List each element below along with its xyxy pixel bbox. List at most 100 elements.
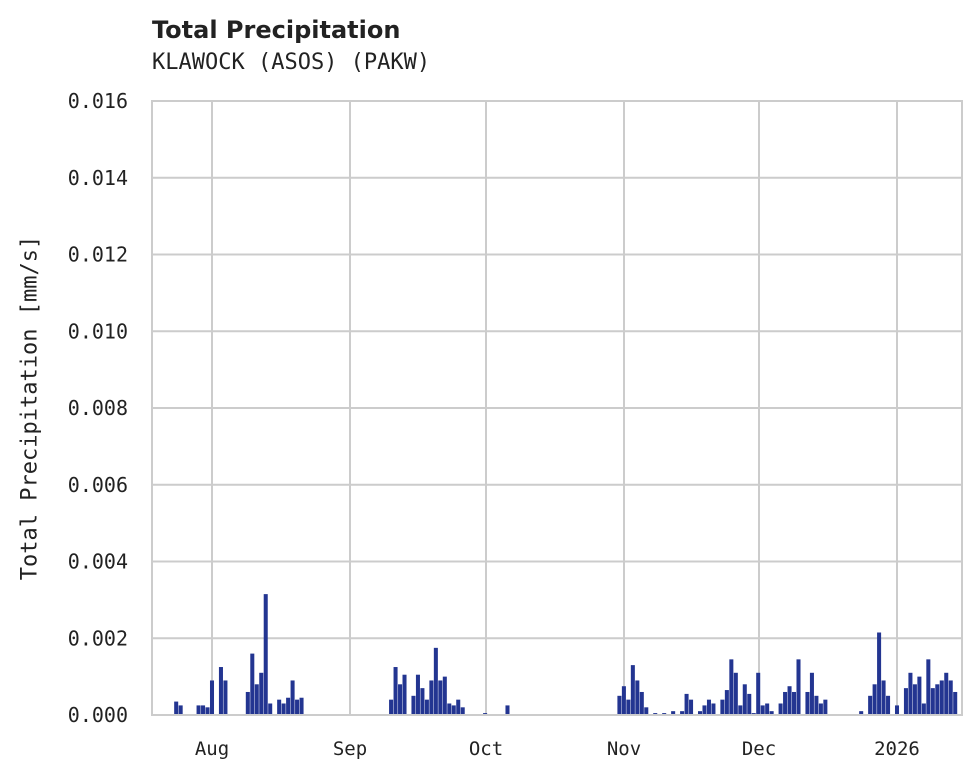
precip-bar (809, 672, 814, 715)
precip-bar (201, 705, 206, 715)
precip-bar (765, 703, 770, 715)
precip-bar (859, 711, 864, 715)
precip-bar (438, 680, 443, 715)
precip-bar (814, 695, 819, 715)
precip-bar (702, 705, 707, 715)
precip-bar (389, 699, 394, 715)
precip-bar (630, 665, 635, 715)
precip-bar (680, 711, 685, 715)
grid-lines (152, 100, 962, 716)
precip-bar (178, 705, 183, 715)
precip-bar (626, 699, 631, 715)
precip-bar (903, 688, 908, 715)
precip-bar (948, 680, 953, 715)
y-tick-label: 0.014 (68, 166, 128, 190)
precip-bar (174, 701, 179, 715)
precip-bar (639, 691, 644, 715)
precip-bar (720, 699, 725, 715)
precip-bar (621, 686, 626, 715)
precip-bar (277, 699, 282, 715)
precip-bar (290, 680, 295, 715)
precip-bar (196, 705, 201, 715)
precip-bar (245, 691, 250, 715)
precip-bar (223, 680, 228, 715)
precip-bar (442, 676, 447, 715)
precip-bar (778, 703, 783, 715)
precip-bar (617, 695, 622, 715)
precip-bar (756, 672, 761, 715)
precip-bar (877, 632, 882, 715)
precip-bar (742, 684, 747, 715)
precip-bar (760, 705, 765, 715)
precip-bar (868, 695, 873, 715)
precip-bar (953, 691, 958, 715)
x-tick-label: Dec (742, 738, 776, 760)
precip-bar (286, 697, 291, 715)
precip-bar (259, 672, 264, 715)
y-tick-label: 0.002 (68, 626, 128, 650)
precip-bar (747, 693, 752, 715)
precip-bar (917, 676, 922, 715)
precip-bar (930, 688, 935, 715)
x-tick-label: Nov (607, 738, 641, 760)
y-tick-label: 0.004 (68, 550, 128, 574)
precip-bar (420, 688, 425, 715)
precip-bar (738, 705, 743, 715)
precip-bar (939, 680, 944, 715)
x-axis-ticks: Aug Sep Oct Nov Dec 2026 (195, 738, 920, 760)
precip-bar (818, 703, 823, 715)
precip-bar (205, 707, 210, 715)
precip-bar (250, 653, 255, 715)
precipitation-bars (174, 594, 958, 715)
precip-bar (796, 659, 801, 715)
x-tick-label: 2026 (874, 738, 920, 760)
precip-bar (935, 684, 940, 715)
precip-bar (724, 690, 729, 715)
x-tick-label: Sep (333, 738, 367, 760)
precip-bar (912, 684, 917, 715)
x-tick-label: Aug (195, 738, 229, 760)
precip-bar (944, 672, 949, 715)
precip-bar (299, 697, 304, 715)
plot-frame (151, 100, 963, 716)
precip-bar (447, 703, 452, 715)
precip-bar (733, 672, 738, 715)
precip-bar (684, 693, 689, 715)
precip-bar (398, 684, 403, 715)
precip-bar (711, 703, 716, 715)
y-axis-ticks: 0.000 0.002 0.004 0.006 0.008 0.010 0.012 0.014… (68, 89, 128, 727)
y-tick-label: 0.008 (68, 396, 128, 420)
x-tick-label: Oct (469, 738, 503, 760)
precip-bar (281, 703, 286, 715)
precip-bar (787, 686, 792, 715)
precip-bar (706, 699, 711, 715)
precip-bar (689, 699, 694, 715)
precip-bar (926, 659, 931, 715)
y-tick-label: 0.016 (68, 89, 128, 113)
precip-bar (729, 659, 734, 715)
y-tick-label: 0.006 (68, 473, 128, 497)
precip-bar (635, 680, 640, 715)
precip-bar (872, 684, 877, 715)
precip-bar (268, 703, 273, 715)
precip-bar (451, 705, 456, 715)
precip-bar (218, 667, 223, 715)
y-tick-label: 0.010 (68, 319, 128, 343)
precip-bar (433, 647, 438, 715)
y-tick-label: 0.000 (68, 703, 128, 727)
precip-bar (209, 680, 215, 715)
precip-bar (881, 680, 886, 715)
precip-bar (456, 699, 461, 715)
chart-subtitle: KLAWOCK (ASOS) (PAKW) (152, 50, 431, 75)
chart-title: Total Precipitation (152, 16, 401, 44)
precip-bar (295, 699, 300, 715)
precip-bar (823, 699, 828, 715)
precip-bar (908, 672, 913, 715)
precip-bar (505, 705, 510, 715)
precip-bar (644, 707, 649, 715)
precip-bar (411, 695, 416, 715)
precip-bar (697, 711, 703, 715)
precip-bar (254, 684, 259, 715)
precip-bar (460, 707, 465, 715)
precip-bar (886, 695, 891, 715)
